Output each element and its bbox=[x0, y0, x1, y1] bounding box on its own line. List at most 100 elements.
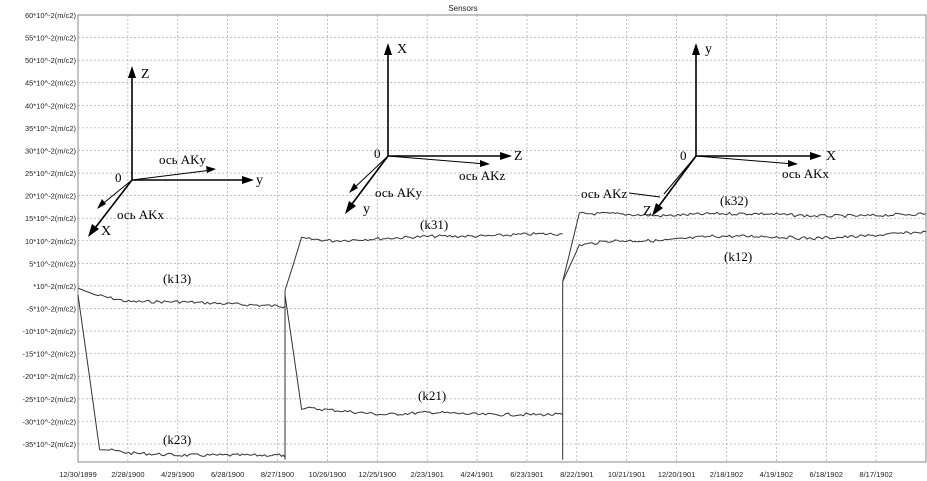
y-tick-label: 30*10^-2(m/c2) bbox=[25, 146, 77, 155]
diagram1-z-arrow bbox=[128, 66, 136, 78]
diagram2-y-arrow bbox=[345, 201, 356, 214]
chart-title: Sensors bbox=[448, 4, 477, 13]
diagram1-akx-arrow bbox=[97, 199, 106, 209]
y-tick-label: -30*10^-2(m/c2) bbox=[22, 417, 76, 426]
series-label-k13: (k13) bbox=[163, 271, 191, 286]
diagram1-z-label: Z bbox=[141, 67, 150, 82]
diagram2-x-label: X bbox=[397, 42, 407, 57]
x-tick-label: 8/17/1902 bbox=[859, 470, 892, 479]
x-tick-label: 8/27/1900 bbox=[261, 470, 294, 479]
diagram1-aky-arrow bbox=[206, 166, 216, 173]
axis-diagram-1: Z y X 0 ось AKy ось AKx bbox=[88, 66, 263, 239]
diagram2-akz-arrow bbox=[480, 160, 490, 167]
diagram3-akz-leader bbox=[628, 192, 661, 198]
axis-diagram-2: X Z y 0 ось AKz ось AKy bbox=[345, 42, 523, 217]
x-tick-label: 6/18/1902 bbox=[810, 470, 843, 479]
diagram3-akx-label: ось AKx bbox=[782, 166, 830, 181]
y-tick-label: -35*10^-2(m/c2) bbox=[22, 440, 76, 449]
diagram1-akx-line bbox=[99, 179, 133, 207]
diagram3-z-axis bbox=[655, 155, 697, 211]
diagram1-x-axis bbox=[91, 179, 133, 233]
diagram1-x-label: X bbox=[101, 224, 111, 239]
series-line-k31 bbox=[284, 231, 563, 291]
x-tick-label: 10/26/1900 bbox=[309, 470, 347, 479]
series-line-k13 bbox=[77, 287, 286, 309]
x-tick-label: 10/21/1901 bbox=[608, 470, 646, 479]
series-line-k23 bbox=[77, 294, 286, 458]
series-label-k21: (k21) bbox=[418, 388, 446, 403]
y-tick-label: 15*10^-2(m/c2) bbox=[25, 214, 77, 223]
series-label-k32: (k32) bbox=[720, 193, 748, 208]
diagram3-z-label: Z bbox=[643, 204, 652, 219]
diagram2-aky-arrow bbox=[349, 183, 358, 193]
diagram3-akz-label: ось AKz bbox=[581, 186, 628, 201]
diagram1-akx-label: ось AKx bbox=[117, 207, 165, 222]
x-tick-label: 6/23/1901 bbox=[510, 470, 543, 479]
x-tick-label: 2/18/1902 bbox=[710, 470, 743, 479]
y-tick-label: 60*10^-2(m/c2) bbox=[25, 11, 77, 20]
series-line-k21 bbox=[284, 294, 563, 417]
series-line-k32 bbox=[562, 211, 927, 282]
y-tick-label: 35*10^-2(m/c2) bbox=[25, 124, 77, 133]
y-tick-label: 25*10^-2(m/c2) bbox=[25, 169, 77, 178]
y-axis-ticks: 60*10^-2(m/c2) 55*10^-2(m/c2) 50*10^-2(m/c… bbox=[22, 11, 76, 449]
y-tick-label: 5*10^-2(m/c2) bbox=[29, 259, 76, 268]
series-line-k12 bbox=[562, 230, 927, 282]
x-tick-label: 12/25/1900 bbox=[359, 470, 397, 479]
diagram2-akz-label: ось AKz bbox=[459, 168, 506, 183]
diagram2-aky-label: ось AKy bbox=[375, 185, 423, 200]
x-tick-label: 4/24/1901 bbox=[460, 470, 493, 479]
diagram3-akx-arrow bbox=[788, 160, 798, 167]
series-lines bbox=[77, 211, 927, 460]
plot-area bbox=[77, 14, 927, 463]
y-tick-label: 55*10^-2(m/c2) bbox=[25, 34, 77, 43]
diagram2-y-axis bbox=[348, 155, 389, 209]
y-tick-label: -15*10^-2(m/c2) bbox=[22, 350, 76, 359]
x-tick-label: 2/28/1900 bbox=[111, 470, 144, 479]
diagram3-x-arrow bbox=[810, 152, 822, 160]
grid-lines bbox=[77, 14, 926, 462]
series-label-k12: (k12) bbox=[724, 249, 752, 264]
diagram3-akz-line bbox=[663, 155, 697, 195]
y-tick-label: -25*10^-2(m/c2) bbox=[22, 395, 76, 404]
diagram3-origin: 0 bbox=[680, 148, 687, 163]
series-label-k31: (k31) bbox=[420, 217, 448, 232]
x-tick-label: 4/19/1902 bbox=[760, 470, 793, 479]
x-tick-label: 2/23/1901 bbox=[410, 470, 443, 479]
diagram2-z-label: Z bbox=[514, 149, 523, 164]
series-labels: (k13) (k23) (k31) (k21) (k32) (k12) bbox=[163, 193, 752, 447]
diagram3-y-label: y bbox=[705, 42, 712, 57]
x-tick-label: 4/29/1900 bbox=[161, 470, 194, 479]
diagram2-aky-line bbox=[351, 155, 389, 191]
series-label-k23: (k23) bbox=[163, 432, 191, 447]
diagram3-z-arrow bbox=[652, 203, 663, 216]
x-axis-ticks: 12/30/1899 2/28/1900 4/29/1900 6/28/1900 8/2… bbox=[59, 470, 893, 479]
diagram1-origin: 0 bbox=[115, 170, 122, 185]
y-tick-label: 45*10^-2(m/c2) bbox=[25, 79, 77, 88]
diagram3-akx-line bbox=[695, 155, 795, 165]
y-tick-label: 10*10^-2(m/c2) bbox=[25, 237, 77, 246]
diagram2-x-arrow bbox=[384, 43, 392, 55]
diagram2-akz-line bbox=[387, 155, 487, 165]
x-tick-label: 12/30/1899 bbox=[59, 470, 97, 479]
diagram1-y-label: y bbox=[256, 173, 263, 188]
diagram2-origin: 0 bbox=[374, 146, 381, 161]
x-tick-label: 6/28/1900 bbox=[211, 470, 244, 479]
y-tick-label: -10*10^-2(m/c2) bbox=[22, 327, 76, 336]
y-tick-label: *10^-2(m/c2) bbox=[33, 282, 76, 291]
x-tick-label: 8/22/1901 bbox=[560, 470, 593, 479]
y-tick-label: -5*10^-2(m/c2) bbox=[27, 304, 77, 313]
diagram2-z-arrow bbox=[500, 152, 512, 160]
diagram2-y-label: y bbox=[363, 202, 370, 217]
y-tick-label: 50*10^-2(m/c2) bbox=[25, 56, 77, 65]
diagram1-y-arrow bbox=[242, 176, 254, 184]
diagram1-aky-line bbox=[131, 169, 213, 181]
diagram1-x-arrow bbox=[88, 224, 99, 237]
diagram1-aky-label: ось AKy bbox=[159, 152, 207, 167]
axis-diagram-3: y X Z 0 ось AKx ось AKz bbox=[581, 42, 836, 219]
y-tick-label: -20*10^-2(m/c2) bbox=[22, 372, 76, 381]
y-tick-label: 20*10^-2(m/c2) bbox=[25, 192, 77, 201]
y-tick-label: 40*10^-2(m/c2) bbox=[25, 101, 77, 110]
x-tick-label: 12/20/1901 bbox=[658, 470, 696, 479]
